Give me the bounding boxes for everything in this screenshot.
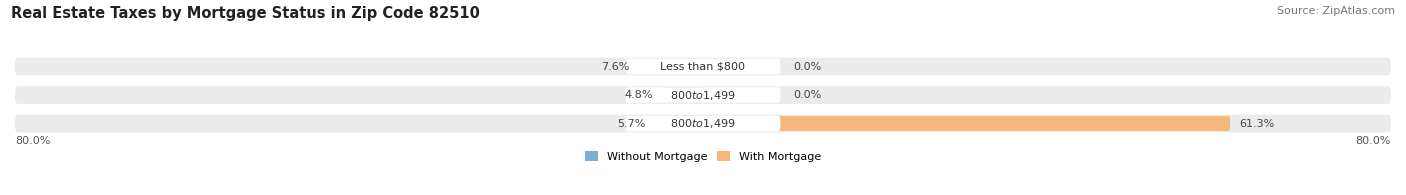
FancyBboxPatch shape — [638, 59, 703, 74]
Text: 0.0%: 0.0% — [793, 62, 821, 72]
FancyBboxPatch shape — [703, 116, 1230, 131]
Legend: Without Mortgage, With Mortgage: Without Mortgage, With Mortgage — [581, 147, 825, 166]
Text: 61.3%: 61.3% — [1239, 119, 1274, 129]
Text: Less than $800: Less than $800 — [661, 62, 745, 72]
Text: 80.0%: 80.0% — [1355, 136, 1391, 146]
FancyBboxPatch shape — [626, 116, 780, 131]
Text: 5.7%: 5.7% — [617, 119, 645, 129]
Text: 80.0%: 80.0% — [15, 136, 51, 146]
FancyBboxPatch shape — [626, 87, 780, 103]
Text: Source: ZipAtlas.com: Source: ZipAtlas.com — [1277, 6, 1395, 16]
FancyBboxPatch shape — [654, 116, 703, 131]
FancyBboxPatch shape — [15, 86, 1391, 104]
Text: Real Estate Taxes by Mortgage Status in Zip Code 82510: Real Estate Taxes by Mortgage Status in … — [11, 6, 479, 21]
FancyBboxPatch shape — [15, 115, 1391, 132]
FancyBboxPatch shape — [626, 59, 780, 74]
Text: 4.8%: 4.8% — [624, 90, 654, 100]
Text: 0.0%: 0.0% — [793, 90, 821, 100]
Text: $800 to $1,499: $800 to $1,499 — [671, 117, 735, 130]
FancyBboxPatch shape — [662, 88, 703, 102]
Text: $800 to $1,499: $800 to $1,499 — [671, 89, 735, 102]
Text: 7.6%: 7.6% — [600, 62, 628, 72]
FancyBboxPatch shape — [15, 58, 1391, 75]
